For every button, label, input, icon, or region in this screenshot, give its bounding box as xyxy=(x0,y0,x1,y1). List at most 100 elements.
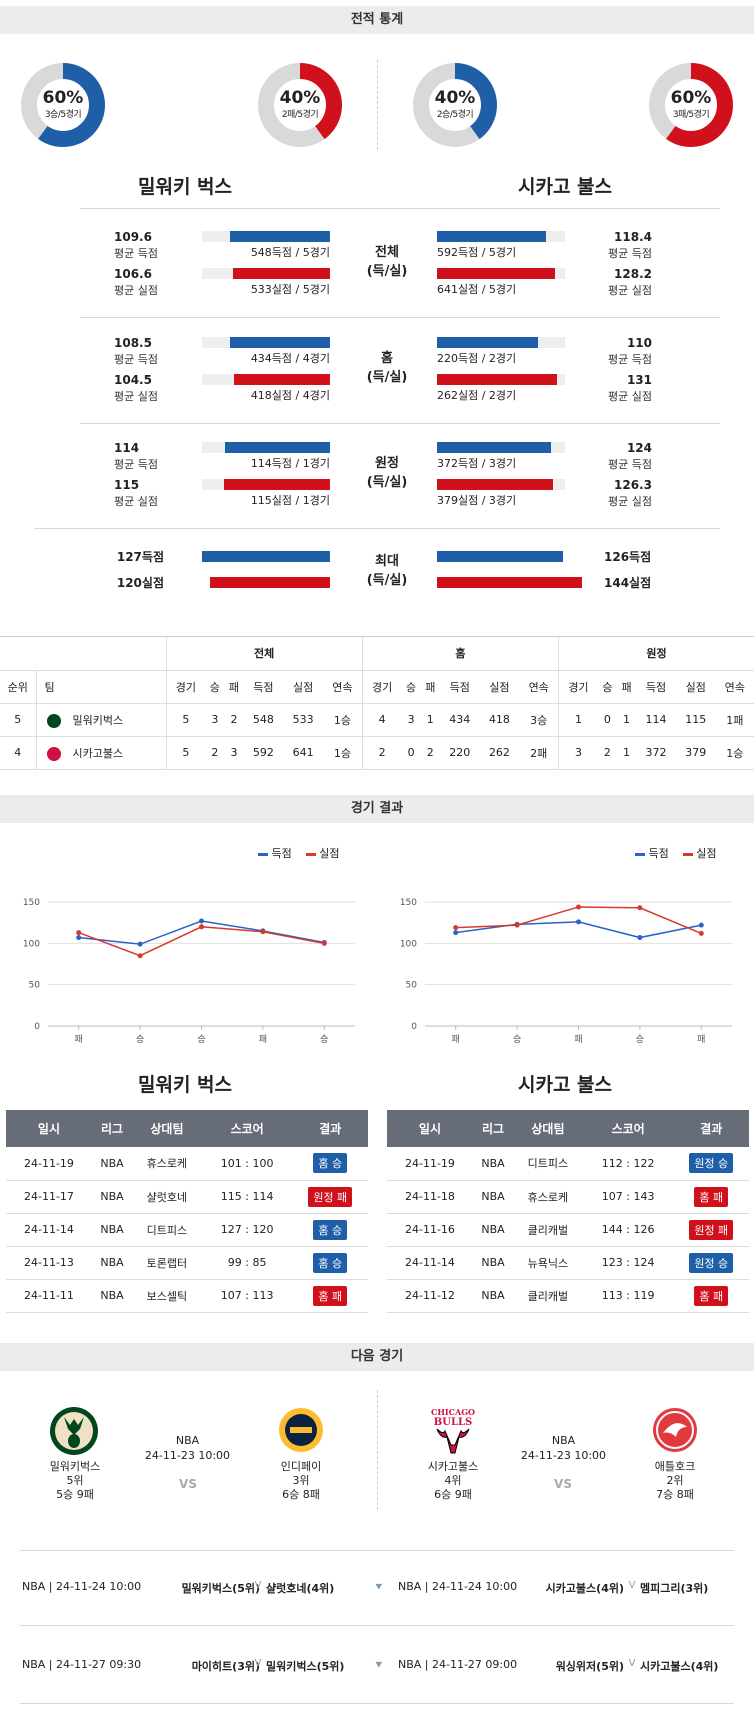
result-date: 24-11-18 xyxy=(387,1180,473,1214)
donut-subtext: 3승/5경기 xyxy=(44,110,82,120)
data-point xyxy=(137,953,143,959)
table-row: 24-11-19 NBA 디트피스 112 : 122 원정 승 xyxy=(387,1147,749,1181)
max-label-1: 최대 xyxy=(375,554,399,569)
standings-cell: 1 xyxy=(558,703,598,737)
data-point xyxy=(321,940,327,946)
avg-for-left: 108.5 xyxy=(114,336,152,350)
chart-legend-left: 득점 실점 xyxy=(258,845,340,861)
avg-against-left-bar xyxy=(224,479,330,490)
upcoming-date-left: NBA | 24-11-24 10:00 xyxy=(22,1580,142,1593)
result-opponent: 토론랩터 xyxy=(132,1246,202,1280)
standings-team-name[interactable]: 시카고불스 xyxy=(35,736,167,770)
upcoming-team-a-left[interactable]: 밀워키벅스(5위) xyxy=(181,1582,260,1595)
result-opponent: 디트피스 xyxy=(132,1213,202,1247)
result-badge: 홈 패 xyxy=(313,1285,348,1306)
result-score: 107 : 113 xyxy=(201,1279,293,1313)
max-for-left-bar xyxy=(202,551,330,562)
upcoming-date-right: NBA | 24-11-24 10:00 xyxy=(398,1580,518,1593)
divider xyxy=(20,1703,734,1704)
standings-cell: 1 xyxy=(616,736,637,770)
standings-cell: 1승 xyxy=(323,703,363,737)
avg-against-right-label: 평균 실점 xyxy=(608,284,652,297)
standings-cell: 3 xyxy=(401,703,421,737)
standings-col-header: 득점 xyxy=(636,670,676,704)
result-score: 101 : 100 xyxy=(201,1147,293,1181)
result-opponent: 휴스로케 xyxy=(513,1180,583,1214)
bulls-logo-text-top: CHICAGO xyxy=(431,1407,475,1417)
stat-group-label-1: 홈 xyxy=(381,351,393,366)
section-header-stats: 전적 통계 xyxy=(0,6,754,34)
result-league: NBA xyxy=(91,1180,133,1214)
standings-col-header: 연속 xyxy=(323,670,363,704)
avg-against-left-label: 평균 실점 xyxy=(114,284,158,297)
data-point xyxy=(514,922,520,928)
next-home-info-right: 시카고불스 4위 6승 9패 xyxy=(408,1460,498,1502)
result-cell: 원정 승 xyxy=(673,1246,749,1280)
data-point xyxy=(698,930,704,936)
result-date: 24-11-19 xyxy=(387,1147,473,1181)
standings-col-header: 승 xyxy=(597,670,617,704)
result-league: NBA xyxy=(472,1147,514,1181)
data-point xyxy=(698,922,704,928)
data-point xyxy=(576,904,581,910)
upcoming-vs-left: V xyxy=(254,1580,262,1591)
max-for-right: 126득점 xyxy=(604,550,652,564)
result-cell: 원정 승 xyxy=(673,1147,749,1181)
upcoming-team-a-right[interactable]: 시카고불스(4위) xyxy=(545,1582,624,1595)
upcoming-team-b-right[interactable]: 시카고불스(4위) xyxy=(640,1660,719,1673)
result-cell: 홈 패 xyxy=(673,1279,749,1313)
result-score: 144 : 126 xyxy=(582,1213,674,1247)
standings-col-header: 득점 xyxy=(243,670,284,704)
divider xyxy=(0,636,754,637)
avg-against-right-bar xyxy=(437,479,553,490)
standings-cell: 5 xyxy=(0,703,36,737)
bulls-mini-logo-icon xyxy=(46,746,61,761)
max-for-right-bar xyxy=(437,551,563,562)
upcoming-team-b-left[interactable]: 밀워키벅스(5위) xyxy=(266,1660,345,1673)
result-score: 127 : 120 xyxy=(201,1213,293,1247)
standings-cell: 379 xyxy=(675,736,716,770)
results-col-header: 결과 xyxy=(673,1110,749,1147)
max-against-left: 120실점 xyxy=(116,576,164,590)
result-badge: 원정 패 xyxy=(308,1186,353,1207)
score-chart-right: 0 50 100 150 패 승 패 승 패 xyxy=(400,898,732,1045)
avg-for-left-bar xyxy=(225,442,330,453)
upcoming-team-b-left[interactable]: 샬럿호네(4위) xyxy=(266,1582,335,1595)
avg-against-right-text: 379실점 / 3경기 xyxy=(437,494,517,507)
data-point xyxy=(637,905,643,911)
next-match-info-left: NBA 24-11-23 10:00 xyxy=(130,1433,245,1463)
vs-label: VS xyxy=(179,1477,197,1491)
standings-cell: 0 xyxy=(597,703,617,737)
upcoming-team-a-left[interactable]: 마이히트(3위) xyxy=(191,1660,260,1673)
upcoming-team-b-right[interactable]: 멤피그리(3위) xyxy=(640,1582,709,1595)
next-away-name: 인디페이 xyxy=(280,1460,322,1473)
divider xyxy=(20,1550,734,1551)
next-home-rank: 5위 xyxy=(66,1474,84,1487)
results-col-header: 일시 xyxy=(387,1110,473,1147)
standings-cell: 418 xyxy=(479,703,520,737)
standings-cell: 5 xyxy=(166,703,206,737)
result-badge: 원정 승 xyxy=(689,1252,734,1273)
standings-team-name[interactable]: 밀워키벅스 xyxy=(35,703,167,737)
standings-cell: 3 xyxy=(558,736,598,770)
avg-against-left-text: 418실점 / 4경기 xyxy=(250,389,330,402)
avg-against-left-text: 533실점 / 5경기 xyxy=(250,283,330,296)
x-tick-label: 승 xyxy=(513,1034,521,1045)
upcoming-vs-right: V xyxy=(628,1580,636,1591)
avg-for-right-text: 372득점 / 3경기 xyxy=(437,457,517,470)
donut-arc xyxy=(258,63,342,147)
standings-cell: 592 xyxy=(243,736,284,770)
y-tick-label: 150 xyxy=(23,898,40,908)
standings-cell: 2 xyxy=(224,703,244,737)
result-date: 24-11-17 xyxy=(6,1180,92,1214)
upcoming-team-a-right[interactable]: 워싱위저(5위) xyxy=(555,1660,624,1673)
legend-swatch-for xyxy=(258,852,268,856)
standings-col-header: 실점 xyxy=(479,670,520,704)
result-opponent: 뉴욕닉스 xyxy=(513,1246,583,1280)
avg-for-right: 118.4 xyxy=(614,230,652,244)
standings-cell: 1 xyxy=(616,703,637,737)
result-badge: 홈 패 xyxy=(694,1186,729,1207)
avg-for-left-text: 114득점 / 1경기 xyxy=(250,457,330,470)
result-badge: 홈 승 xyxy=(313,1153,348,1174)
table-row: 24-11-13 NBA 토론랩터 99 : 85 홈 승 xyxy=(6,1246,368,1280)
